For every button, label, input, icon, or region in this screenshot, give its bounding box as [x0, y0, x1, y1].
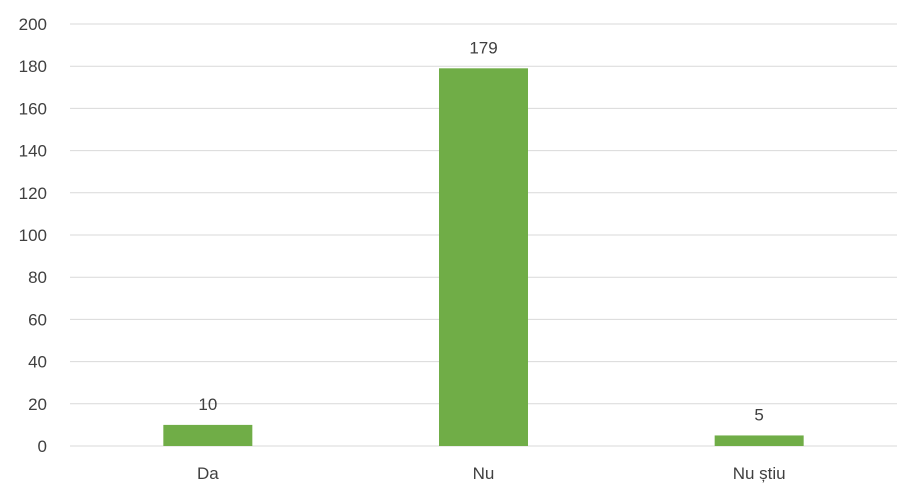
- data-label: 179: [469, 38, 497, 57]
- x-tick-label: Da: [197, 464, 219, 483]
- bar-nu: [439, 68, 528, 446]
- y-tick-label: 120: [19, 184, 47, 203]
- y-tick-label: 200: [19, 15, 47, 34]
- y-axis-tick-labels: 0 20 40 60 80 100 120 140 160 180 200: [19, 15, 47, 456]
- bar-da: [163, 424, 253, 446]
- bar-nu-știu: [714, 435, 804, 446]
- x-axis-tick-labels: Da Nu Nu știu: [197, 464, 786, 483]
- bars: [163, 68, 804, 446]
- x-tick-label: Nu: [473, 464, 495, 483]
- y-tick-label: 180: [19, 57, 47, 76]
- data-label: 5: [754, 405, 763, 424]
- y-tick-label: 140: [19, 142, 47, 161]
- y-tick-label: 40: [28, 353, 47, 372]
- y-tick-label: 100: [19, 226, 47, 245]
- y-tick-label: 160: [19, 99, 47, 118]
- x-tick-label: Nu știu: [733, 464, 786, 483]
- y-tick-label: 60: [28, 310, 47, 329]
- y-tick-label: 80: [28, 268, 47, 287]
- data-label: 10: [198, 395, 217, 414]
- y-tick-label: 0: [38, 437, 47, 456]
- data-labels: 10 179 5: [198, 38, 764, 424]
- y-tick-label: 20: [28, 395, 47, 414]
